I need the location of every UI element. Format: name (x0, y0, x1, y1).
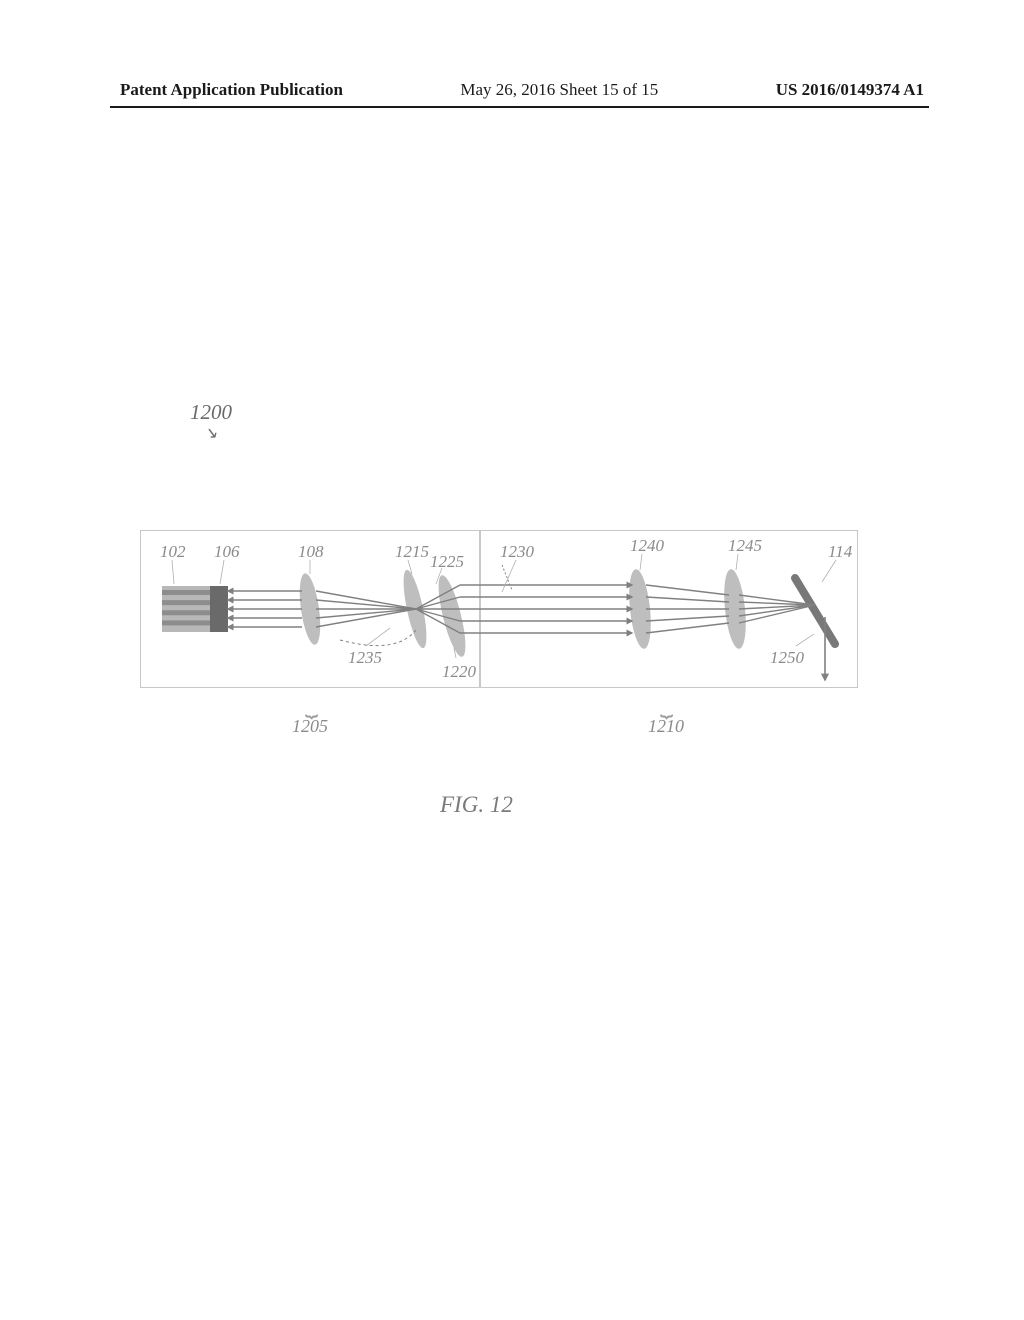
figure-caption: FIG. 12 (440, 792, 513, 818)
header-rule (110, 106, 929, 108)
figure-system-number: 1200 (190, 400, 232, 424)
arrow-down-icon: ↘ (204, 423, 232, 443)
figure-system-label: 1200 ↘ (190, 400, 232, 443)
ref-1205: 1205 (292, 716, 328, 737)
optical-diagram (140, 530, 858, 688)
header-center: May 26, 2016 Sheet 15 of 15 (460, 80, 658, 100)
header-left: Patent Application Publication (120, 80, 343, 100)
header-right: US 2016/0149374 A1 (776, 80, 924, 100)
bracket-icon: ⏟ (660, 692, 673, 718)
ref-1210: 1210 (648, 716, 684, 737)
page-header: Patent Application Publication May 26, 2… (120, 80, 924, 100)
bracket-icon: ⏟ (305, 692, 318, 718)
